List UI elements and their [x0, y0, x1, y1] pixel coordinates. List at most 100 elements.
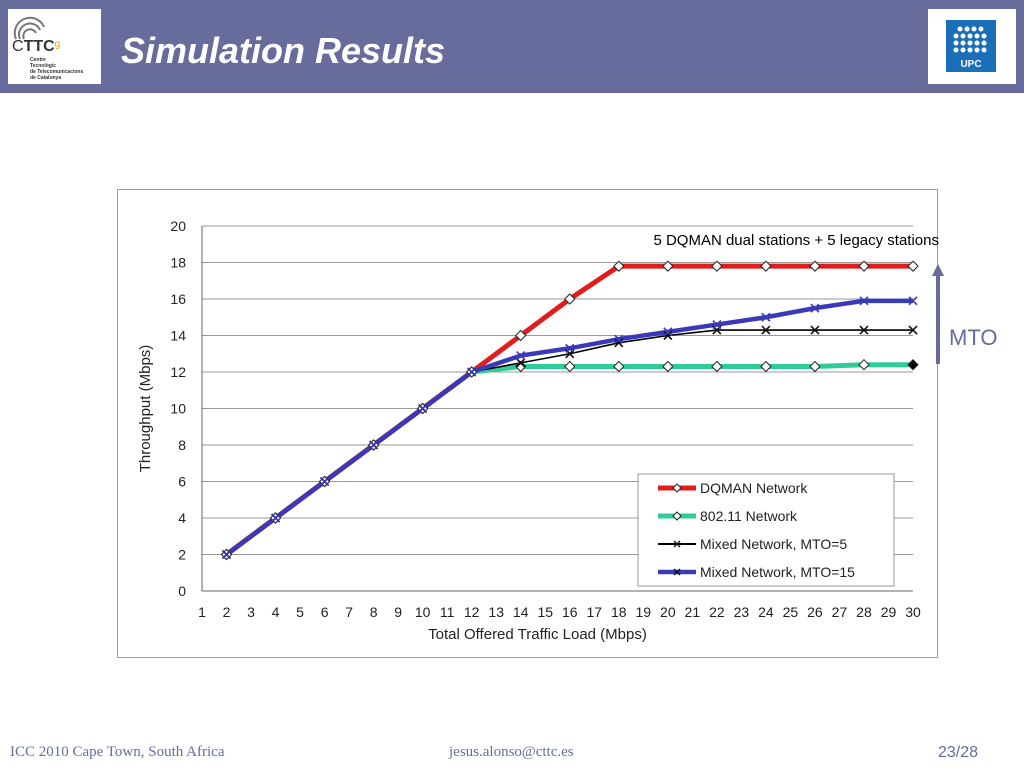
x-tick-label: 19: [636, 604, 652, 620]
data-point: [516, 358, 526, 368]
x-tick-label: 16: [562, 604, 578, 620]
footer-page-number: 23/28: [938, 744, 979, 761]
data-point: [761, 312, 771, 322]
x-tick-label: 18: [611, 604, 627, 620]
cttc-line-1: Centre: [30, 57, 46, 63]
cttc-logo-graphic: CTTCg Centre Tecnològic de Telecomunicac…: [12, 16, 83, 81]
legend-marker: [672, 483, 682, 493]
x-tick-label: 15: [537, 604, 553, 620]
cttc-line-4: de Catalunya: [30, 75, 61, 81]
legend-label: 802.11 Network: [700, 508, 798, 524]
x-tick-label: 23: [734, 604, 750, 620]
x-tick-label: 5: [296, 604, 304, 620]
data-point: [907, 358, 919, 371]
data-point: [663, 330, 673, 341]
header-bar: CTTCg Centre Tecnològic de Telecomunicac…: [0, 0, 1024, 93]
data-point: [662, 260, 674, 272]
data-point: [614, 334, 624, 344]
data-point: [760, 260, 772, 272]
data-point: [613, 260, 625, 272]
mto-arrow-icon: [932, 264, 944, 364]
data-point: [809, 360, 821, 373]
x-tick-label: 7: [345, 604, 353, 620]
y-tick-label: 12: [170, 364, 186, 380]
y-tick-label: 2: [178, 547, 186, 563]
y-tick-label: 14: [170, 328, 186, 344]
x-tick-label: 22: [709, 604, 725, 620]
data-point: [711, 260, 723, 272]
data-point: [711, 360, 723, 373]
cttc-brand-text: CTTCg: [12, 38, 60, 55]
upc-logo-graphic: UPC: [946, 20, 996, 72]
data-point: [760, 360, 772, 373]
x-tick-label: 8: [370, 604, 378, 620]
y-tick-label: 18: [170, 255, 186, 271]
x-tick-label: 26: [807, 604, 823, 620]
data-point: [712, 319, 722, 330]
data-point: [467, 367, 477, 377]
x-tick-label: 25: [783, 604, 799, 620]
cttc-line-2: Tecnològic: [30, 63, 56, 69]
x-tick-label: 11: [440, 604, 455, 620]
legend-marker: [673, 568, 681, 576]
footer-email: jesus.alonso@cttc.es: [449, 744, 574, 760]
y-tick-label: 20: [170, 218, 186, 234]
x-tick-label: 20: [660, 604, 676, 620]
data-point: [908, 325, 918, 335]
legend-marker: [672, 511, 682, 521]
data-point: [859, 325, 869, 335]
x-tick-label: 4: [272, 604, 280, 620]
legend-label: DQMAN Network: [700, 480, 808, 496]
x-tick-label: 13: [488, 604, 504, 620]
data-point: [858, 260, 870, 272]
x-tick-label: 1: [198, 604, 206, 620]
x-tick-label: 3: [247, 604, 255, 620]
data-point: [662, 360, 674, 373]
data-point: [810, 325, 820, 335]
data-point: [564, 293, 576, 305]
y-tick-label: 8: [178, 437, 186, 453]
data-point: [516, 351, 526, 361]
x-tick-label: 14: [513, 604, 529, 620]
y-tick-label: 16: [170, 291, 186, 307]
x-tick-label: 24: [758, 604, 774, 620]
footer-conference: ICC 2010 Cape Town, South Africa: [10, 744, 225, 760]
y-tick-label: 0: [178, 583, 186, 599]
y-tick-label: 10: [170, 401, 186, 417]
x-tick-label: 12: [464, 604, 480, 620]
data-point: [221, 549, 232, 560]
data-point: [515, 360, 527, 373]
data-point: [859, 296, 869, 306]
y-axis-label: Throughput (Mbps): [137, 345, 154, 473]
y-tick-label: 6: [178, 474, 186, 490]
data-point: [907, 260, 919, 272]
data-point: [613, 360, 625, 373]
legend-label: Mixed Network, MTO=5: [700, 536, 847, 552]
x-tick-label: 28: [856, 604, 872, 620]
y-tick-label: 4: [178, 510, 186, 526]
data-point: [663, 327, 673, 337]
legend-label: Mixed Network, MTO=15: [700, 564, 855, 580]
upc-logo-text: UPC: [960, 59, 981, 70]
data-point: [614, 338, 624, 348]
cttc-line-3: de Telecomunicacions: [30, 69, 83, 75]
data-point: [564, 360, 576, 373]
x-tick-label: 21: [685, 604, 701, 620]
data-point: [515, 329, 527, 342]
x-tick-label: 2: [223, 604, 231, 620]
mto-label: MTO: [949, 325, 998, 350]
x-tick-label: 30: [905, 604, 921, 620]
data-point: [761, 325, 771, 335]
data-point: [320, 476, 330, 487]
cttc-logo: CTTCg Centre Tecnològic de Telecomunicac…: [8, 9, 101, 84]
chart-annotation: 5 DQMAN dual stations + 5 legacy station…: [653, 232, 939, 249]
legend-marker: [673, 540, 681, 548]
x-tick-label: 27: [832, 604, 848, 620]
data-point: [565, 343, 575, 353]
data-point: [369, 440, 379, 450]
slide-title: Simulation Results: [121, 30, 446, 71]
upc-logo: UPC: [928, 9, 1016, 84]
x-tick-label: 6: [321, 604, 329, 620]
data-point: [810, 303, 820, 313]
